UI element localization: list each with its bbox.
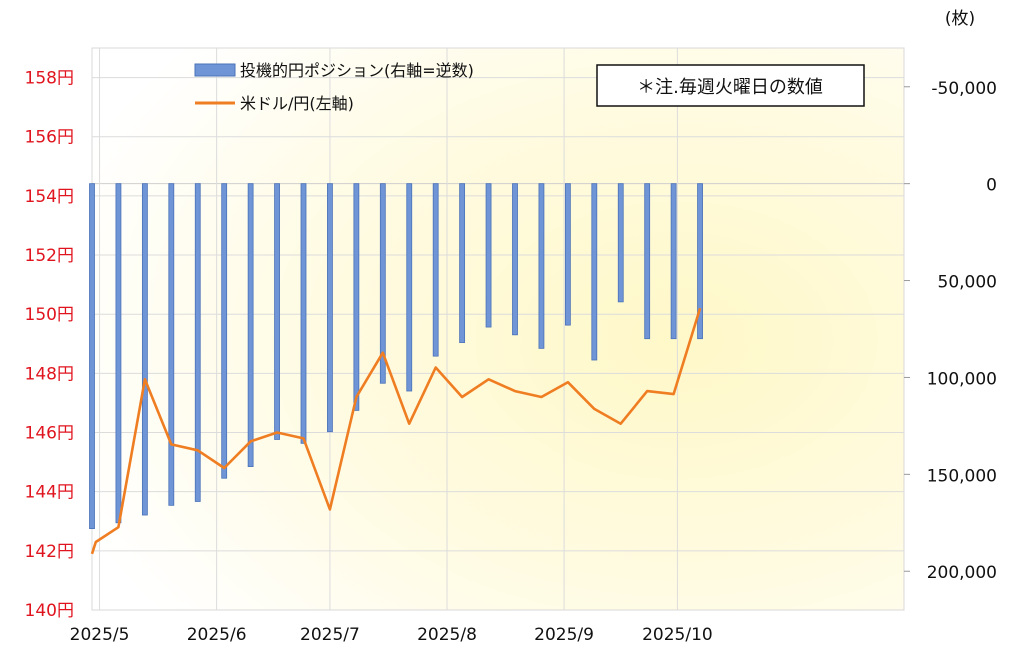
left-tick-label: 158円 [25,69,74,89]
left-tick-label: 156円 [25,128,74,148]
right-tick-label: 100,000 [927,369,997,389]
bar [300,183,307,444]
left-tick-label: 152円 [25,246,74,266]
bar [512,183,518,336]
bar [327,183,333,433]
bar [406,183,413,392]
bar [670,183,677,340]
right-tick-label: 0 [986,176,997,196]
bar [274,183,280,440]
x-tick-label: 2025/8 [417,625,477,645]
bar [459,183,466,343]
bar [379,183,386,384]
bar [485,183,492,328]
x-tick-label: 2025/9 [534,625,594,645]
bar [194,183,201,502]
bar [564,183,571,326]
right-axis-unit: (枚) [945,9,975,29]
right-tick-label: 150,000 [927,466,997,486]
right-axis: -50,000 0 50,000 100,000 150,000 200,000 [904,79,997,583]
left-tick-label: 144円 [25,483,74,503]
bar [221,183,228,479]
x-tick-label: 2025/10 [642,625,713,645]
bar [247,183,254,467]
bar [115,183,122,524]
bar-series [89,183,703,530]
bar [644,183,651,340]
bar [89,183,95,530]
legend-bar-swatch [194,63,236,77]
bar [697,183,703,340]
note-text: ＊注.毎週火曜日の数値 [637,77,823,98]
right-tick-label: 50,000 [938,273,997,293]
left-tick-label: 140円 [25,601,74,621]
x-tick-label: 2025/5 [70,625,130,645]
x-tick-label: 2025/6 [187,625,247,645]
bar [168,183,175,506]
legend-bar-label: 投機的円ポジション(右軸=逆数) [240,61,474,80]
left-tick-label: 142円 [25,542,74,562]
line-series [90,307,702,555]
left-tick-label: 150円 [25,305,74,325]
right-tick-label: 200,000 [927,563,997,583]
legend: 投機的円ポジション(右軸=逆数) 米ドル/円(左軸) [194,61,474,113]
bar [591,183,598,361]
plot-background [91,47,905,611]
bar [538,183,545,349]
left-tick-label: 154円 [25,187,74,207]
legend-line-label: 米ドル/円(左軸) [240,94,354,113]
bar [141,183,148,516]
bar [432,183,439,357]
right-tick-label: -50,000 [931,79,997,99]
note-box: ＊注.毎週火曜日の数値 [596,64,865,107]
bar [617,183,624,303]
x-tick-label: 2025/7 [300,625,360,645]
left-axis: 140円 142円 144円 146円 148円 150円 152円 154円 156円 158円 [25,69,74,621]
left-tick-label: 146円 [25,424,74,444]
x-axis: 2025/5 2025/6 2025/7 2025/8 2025/9 2025/10 [70,625,713,645]
bar [353,183,360,411]
left-tick-label: 148円 [25,364,74,384]
